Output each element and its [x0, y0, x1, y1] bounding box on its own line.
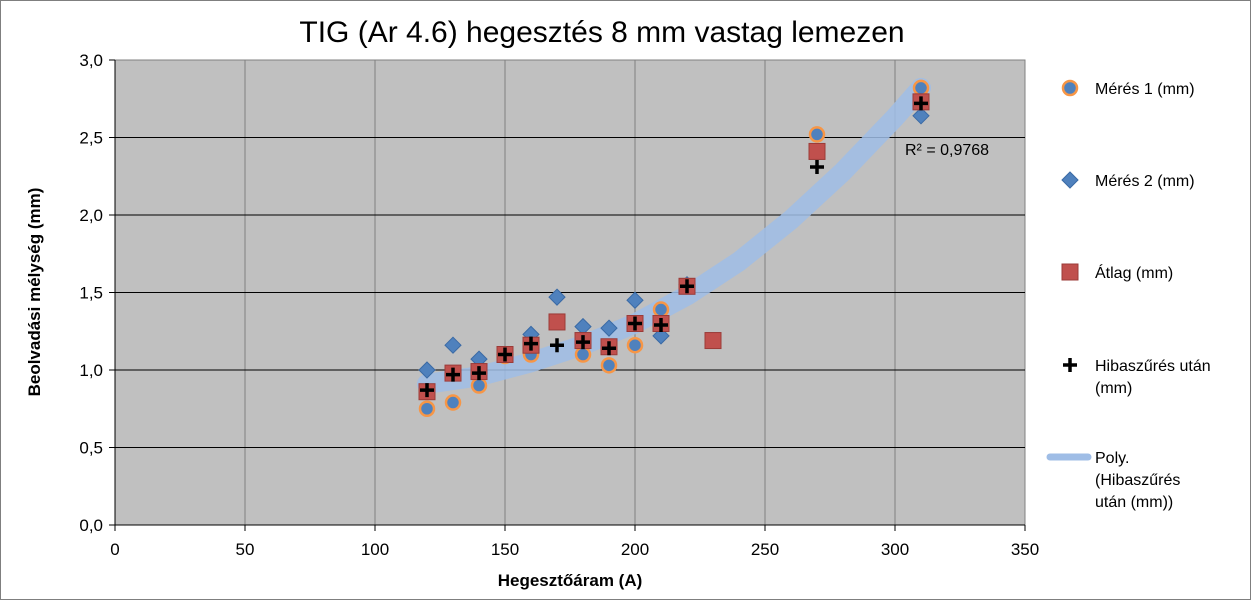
series-4: [420, 96, 928, 398]
data-point: [680, 279, 694, 294]
data-point: [652, 301, 670, 318]
y-tick-label: 0,5: [79, 439, 103, 458]
data-point: [418, 361, 436, 379]
grid: [115, 60, 1025, 525]
data-point: [912, 79, 930, 97]
data-point: [574, 346, 592, 363]
x-tick-label: 150: [491, 540, 519, 559]
data-points: [418, 79, 930, 417]
data-point: [470, 377, 488, 394]
data-point: [808, 142, 826, 160]
data-point: [602, 341, 616, 356]
y-tick-label: 2,0: [79, 206, 103, 225]
x-tick-label: 100: [361, 540, 389, 559]
data-point: [808, 126, 826, 143]
data-point: [498, 347, 512, 362]
legend-item-label: Poly. (Hibaszűrés után (mm)): [1095, 450, 1180, 511]
data-point: [418, 400, 436, 417]
x-tick-label: 250: [751, 540, 779, 559]
data-point: [420, 383, 434, 398]
data-point: [810, 159, 824, 174]
data-point: [600, 357, 618, 374]
legend-item-label: Hibaszűrés után (mm): [1095, 358, 1211, 397]
y-tick-label: 3,0: [79, 51, 103, 70]
legend-item-label: Átlag (mm): [1095, 263, 1173, 282]
y-tick-label: 0,0: [79, 516, 103, 535]
legend-item-label: Mérés 1 (mm): [1095, 81, 1195, 98]
data-point: [600, 319, 618, 337]
x-tick-label: 50: [236, 540, 255, 559]
data-point: [446, 367, 460, 382]
y-axis-label: Beolvadási mélység (mm): [25, 188, 44, 397]
data-point: [626, 336, 644, 354]
data-point: [524, 336, 538, 351]
legend-item-label: Mérés 2 (mm): [1095, 173, 1195, 190]
legend-swatch: [1061, 263, 1079, 281]
legend-swatch: [1061, 171, 1079, 189]
trendline-layer: [417, 77, 931, 394]
y-tick-label: 1,5: [79, 284, 103, 303]
r-squared-annotation: R² = 0,9768: [905, 142, 989, 159]
data-point: [444, 394, 462, 411]
data-point: [444, 336, 462, 354]
x-tick-label: 300: [881, 540, 909, 559]
data-point: [704, 332, 722, 350]
data-point: [550, 338, 564, 353]
x-tick-label: 350: [1011, 540, 1039, 559]
data-point: [548, 313, 566, 331]
data-point: [914, 96, 928, 111]
legend-swatch: [1063, 358, 1077, 372]
data-point: [576, 335, 590, 350]
legend: Mérés 1 (mm) Mérés 2 (mm) Átlag (mm) Hibasz…: [1046, 79, 1211, 511]
y-tick-label: 2,5: [79, 129, 103, 148]
data-point: [628, 316, 642, 331]
x-axis-label: Hegesztőáram (A): [498, 571, 643, 590]
series-1: [418, 79, 930, 417]
x-tick-label: 0: [110, 540, 119, 559]
data-point: [548, 288, 566, 306]
legend-swatch: [1061, 79, 1079, 97]
data-point: [626, 291, 644, 309]
chart-title: TIG (Ar 4.6) hegesztés 8 mm vastag lemez…: [299, 16, 904, 49]
y-tick-label: 1,0: [79, 361, 103, 380]
data-point: [472, 366, 486, 381]
data-point: [654, 318, 668, 333]
axes: 0 50 100 150 200 250 300 350 0,0 0,5 1,0 1,5 2,0 2,5 3…: [79, 51, 1039, 559]
x-tick-label: 200: [621, 540, 649, 559]
data-point: [912, 107, 930, 125]
trendline-poly: [417, 77, 931, 394]
